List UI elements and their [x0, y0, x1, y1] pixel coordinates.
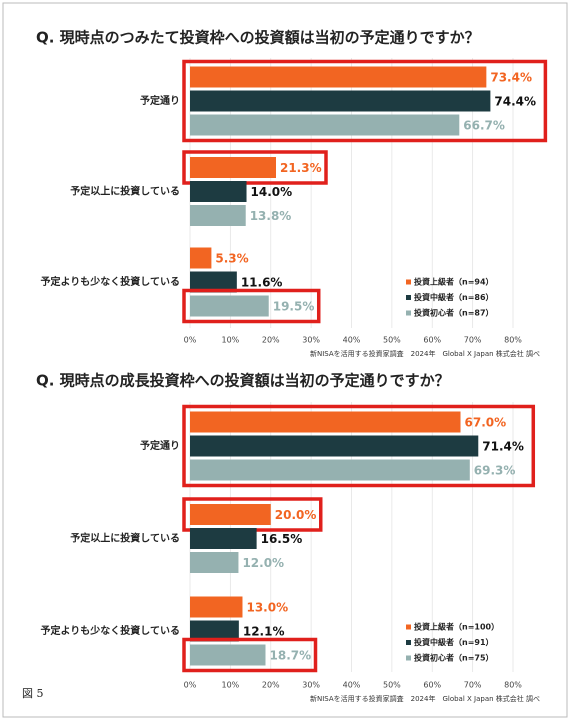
- highlight-box: [182, 150, 328, 185]
- x-tick-label: 40%: [343, 681, 361, 690]
- x-tick-label: 30%: [302, 336, 320, 345]
- bar: [190, 66, 487, 88]
- legend-label: 投資上級者（n=100）: [414, 622, 499, 632]
- chart-title: Q. 現時点の成長投資枠への投資額は当初の予定通りですか？: [36, 372, 450, 390]
- x-tick-label: 30%: [302, 681, 320, 690]
- bar: [190, 181, 247, 202]
- highlight-box: [182, 59, 548, 143]
- value-label: 11.6%: [241, 276, 283, 290]
- legend-swatch: [406, 295, 411, 300]
- bar: [190, 552, 239, 573]
- category-label: 予定よりも少なく投資している: [41, 624, 181, 637]
- value-label: 71.4%: [482, 440, 524, 454]
- value-label: 16.5%: [261, 532, 303, 546]
- x-tick-label: 60%: [423, 681, 441, 690]
- bar: [190, 644, 266, 666]
- bar: [190, 157, 276, 178]
- legend-label: 投資中級者（n=86）: [414, 292, 494, 302]
- figure-label: 図 5: [22, 687, 44, 700]
- x-tick-label: 80%: [504, 336, 522, 345]
- value-label: 5.3%: [215, 252, 248, 266]
- value-label: 13.0%: [246, 601, 288, 615]
- bar: [190, 596, 243, 618]
- bar: [190, 411, 461, 433]
- value-label: 21.3%: [280, 161, 322, 175]
- legend-label: 投資初心者（n=75）: [414, 653, 494, 663]
- legend-label: 投資上級者（n=94）: [414, 277, 494, 287]
- bar: [190, 435, 479, 457]
- value-label: 18.7%: [270, 649, 312, 663]
- legend-swatch: [406, 624, 411, 630]
- x-tick-label: 60%: [423, 336, 441, 345]
- value-label: 12.0%: [242, 556, 284, 570]
- legend-swatch: [406, 279, 411, 285]
- bar: [190, 205, 246, 226]
- x-tick-label: 20%: [262, 681, 280, 690]
- value-label: 19.5%: [273, 300, 315, 314]
- category-label: 予定よりも少なく投資している: [41, 275, 181, 288]
- x-tick-label: 10%: [221, 681, 239, 690]
- value-label: 20.0%: [275, 508, 317, 522]
- legend-label: 投資中級者（n=91）: [414, 637, 494, 647]
- bar: [190, 295, 269, 317]
- value-label: 74.4%: [494, 95, 536, 109]
- x-tick-label: 40%: [343, 336, 361, 345]
- x-tick-label: 10%: [221, 336, 239, 345]
- source-note: 新NISAを活用する投資家調査 2024年 Global X Japan 株式会…: [310, 694, 540, 703]
- highlight-box: [182, 288, 321, 324]
- bar: [190, 90, 491, 112]
- value-label: 14.0%: [251, 185, 293, 199]
- chart-title: Q. 現時点のつみたて投資枠への投資額は当初の予定通りですか？: [36, 29, 480, 47]
- bar: [190, 620, 239, 642]
- bar: [190, 271, 237, 293]
- value-label: 67.0%: [465, 416, 507, 430]
- highlight-box: [182, 637, 318, 673]
- x-tick-label: 20%: [262, 336, 280, 345]
- bar: [190, 114, 460, 136]
- value-label: 66.7%: [463, 119, 505, 133]
- legend-swatch: [406, 310, 411, 316]
- x-tick-label: 70%: [464, 336, 482, 345]
- bar: [190, 459, 470, 481]
- x-tick-label: 50%: [383, 336, 401, 345]
- source-note: 新NISAを活用する投資家調査 2024年 Global X Japan 株式会…: [310, 349, 540, 358]
- value-label: 73.4%: [490, 71, 532, 85]
- value-label: 13.8%: [250, 209, 292, 223]
- x-tick-label: 0%: [184, 336, 197, 345]
- x-tick-label: 70%: [464, 681, 482, 690]
- bar: [190, 247, 212, 269]
- x-tick-label: 0%: [184, 681, 197, 690]
- category-label: 予定以上に投資している: [70, 532, 180, 545]
- legend-label: 投資初心者（n=87）: [414, 308, 494, 318]
- x-tick-label: 80%: [504, 681, 522, 690]
- bar: [190, 528, 257, 549]
- highlight-box: [182, 404, 536, 488]
- value-label: 12.1%: [243, 625, 285, 639]
- bar: [190, 504, 271, 525]
- value-label: 69.3%: [474, 464, 516, 478]
- category-label: 予定以上に投資している: [70, 185, 180, 198]
- category-label: 予定通り: [140, 439, 180, 452]
- x-tick-label: 50%: [383, 681, 401, 690]
- category-label: 予定通り: [140, 94, 180, 107]
- legend-swatch: [406, 655, 411, 661]
- legend-swatch: [406, 640, 411, 645]
